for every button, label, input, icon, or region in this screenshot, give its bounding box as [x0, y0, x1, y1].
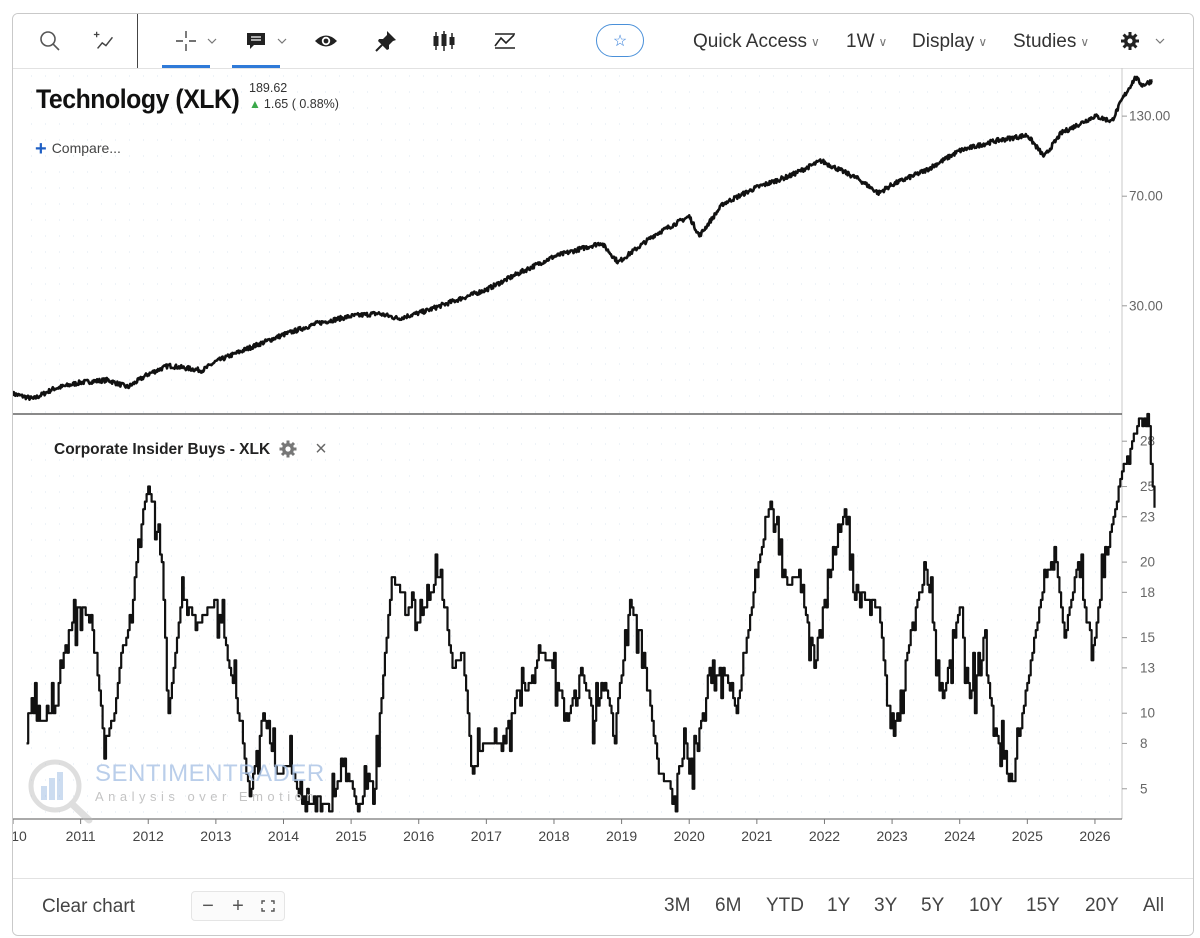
- range-button-1y[interactable]: 1Y: [827, 895, 851, 916]
- x-tick-label: 2024: [944, 828, 975, 844]
- sentimentrader-logo: [28, 759, 93, 824]
- x-tick-label: 2017: [471, 828, 502, 844]
- range-button-10y[interactable]: 10Y: [969, 895, 1003, 916]
- active-tool-indicator: [232, 65, 280, 68]
- x-tick-label: 2012: [133, 828, 164, 844]
- favorite-star-icon: ☆: [612, 32, 628, 50]
- study-y-tick-label: 28: [1140, 434, 1155, 449]
- price-change-value: 1.65 ( 0.88%): [263, 97, 339, 111]
- compare-label: Compare...: [51, 140, 121, 156]
- study-close-icon[interactable]: ×: [315, 438, 327, 460]
- settings-gear-icon[interactable]: [1117, 28, 1143, 54]
- x-tick-label: 2018: [538, 828, 569, 844]
- price-series-line: [13, 75, 1153, 401]
- chevron-down-icon: ∨: [878, 35, 888, 49]
- study-y-tick-label: 20: [1140, 555, 1155, 570]
- study-y-tick-label: 10: [1140, 706, 1155, 721]
- chevron-down-icon: ∨: [811, 35, 820, 49]
- study-y-tick-label: 25: [1140, 479, 1155, 494]
- fullscreen-icon[interactable]: [253, 892, 283, 920]
- chevron-down-icon[interactable]: [207, 37, 217, 45]
- study-title: Corporate Insider Buys - XLK: [54, 441, 271, 458]
- range-button-6m[interactable]: 6M: [715, 895, 742, 916]
- background-grid: [31, 75, 1110, 813]
- insider-buys-series-line: [26, 412, 1156, 813]
- study-y-tick-label: 5: [1140, 781, 1148, 796]
- top-toolbar: ☆ Quick Access ∨ 1W ∨ Display ∨ Studies ∨: [13, 14, 1193, 69]
- interval-menu[interactable]: 1W ∨: [846, 31, 887, 53]
- zoom-out-button[interactable]: −: [202, 894, 214, 917]
- x-tick-label: 2011: [66, 828, 96, 844]
- watermark-tagline: Analysis over Emotion: [95, 789, 319, 804]
- study-y-tick-label: 18: [1140, 585, 1155, 600]
- range-button-all[interactable]: All: [1143, 895, 1165, 916]
- x-tick-label: 2016: [403, 828, 434, 844]
- study-y-tick-label: 23: [1140, 509, 1155, 524]
- zoom-in-button[interactable]: +: [232, 894, 244, 917]
- x-tick-label: 2023: [877, 828, 908, 844]
- crosshair-icon[interactable]: [173, 28, 199, 54]
- pin-icon[interactable]: [373, 28, 399, 54]
- studies-menu[interactable]: Studies ∨: [1013, 31, 1089, 53]
- x-tick-label: 2020: [674, 828, 705, 844]
- compare-button[interactable]: + Compare...: [35, 138, 121, 161]
- candlestick-icon[interactable]: [431, 28, 457, 54]
- range-button-15y[interactable]: 15Y: [1026, 895, 1060, 916]
- up-arrow-icon: ▲: [249, 97, 261, 111]
- display-menu[interactable]: Display ∨: [912, 31, 987, 53]
- last-price: 189.62: [249, 81, 288, 95]
- study-y-tick-label: 13: [1140, 660, 1155, 675]
- quick-access-label: Quick Access: [693, 31, 808, 52]
- studies-label: Studies: [1013, 31, 1077, 52]
- x-tick-label: 2021: [741, 828, 772, 844]
- instrument-title: Technology (XLK): [36, 84, 240, 114]
- clear-chart-button[interactable]: Clear chart: [42, 896, 135, 917]
- bottom-bar: Clear chart − + 3M 6M YTD 1Y 3Y 5Y 10Y 15Y 20Y Al…: [13, 878, 1193, 935]
- x-tick-label: 2026: [1079, 828, 1110, 844]
- x-tick-label: 2015: [336, 828, 367, 844]
- watermark-brand: SENTIMENTRADER: [95, 760, 325, 787]
- x-tick-label: 2014: [268, 828, 299, 844]
- x-tick-label: 2019: [606, 828, 637, 844]
- range-button-ytd[interactable]: YTD: [766, 895, 804, 916]
- x-tick-label: 2013: [200, 828, 231, 844]
- annotation-icon[interactable]: [243, 28, 269, 54]
- search-icon[interactable]: [37, 28, 63, 54]
- study-y-tick-label: 15: [1140, 630, 1155, 645]
- study-y-tick-label: 8: [1140, 736, 1148, 751]
- x-tick-label: 2025: [1012, 828, 1043, 844]
- quick-access-menu[interactable]: Quick Access ∨: [693, 31, 820, 53]
- chevron-down-icon: ∨: [1080, 35, 1090, 49]
- chevron-down-icon[interactable]: [277, 37, 287, 45]
- range-button-3m[interactable]: 3M: [664, 895, 691, 916]
- toolbar-divider: [137, 14, 138, 68]
- chart-app: ☆ Quick Access ∨ 1W ∨ Display ∨ Studies ∨ 30…: [12, 13, 1194, 936]
- price-y-tick-label: 30.00: [1129, 298, 1163, 313]
- chevron-down-icon[interactable]: [1155, 37, 1165, 45]
- drawing-tools-icon[interactable]: [92, 28, 118, 54]
- x-tick-label: 10: [13, 828, 27, 844]
- price-change: ▲ 1.65 ( 0.88%): [249, 97, 339, 111]
- range-button-5y[interactable]: 5Y: [921, 895, 945, 916]
- interval-label: 1W: [846, 31, 875, 52]
- active-tool-indicator: [162, 65, 210, 68]
- range-button-20y[interactable]: 20Y: [1085, 895, 1119, 916]
- favorite-star-button[interactable]: ☆: [596, 24, 644, 57]
- range-button-3y[interactable]: 3Y: [874, 895, 898, 916]
- display-label: Display: [912, 31, 975, 52]
- eye-icon[interactable]: [313, 28, 339, 54]
- plus-icon: +: [35, 138, 47, 160]
- price-y-tick-label: 130.00: [1129, 109, 1170, 124]
- x-tick-label: 2022: [809, 828, 840, 844]
- zoom-controls: − +: [191, 891, 285, 921]
- chart-canvas[interactable]: 30.0070.00130.00581013151820232528102011…: [13, 14, 1193, 878]
- pattern-icon[interactable]: [492, 28, 518, 54]
- study-settings-gear-icon[interactable]: [278, 439, 298, 459]
- price-y-tick-label: 70.00: [1129, 189, 1163, 204]
- chevron-down-icon: ∨: [978, 35, 988, 49]
